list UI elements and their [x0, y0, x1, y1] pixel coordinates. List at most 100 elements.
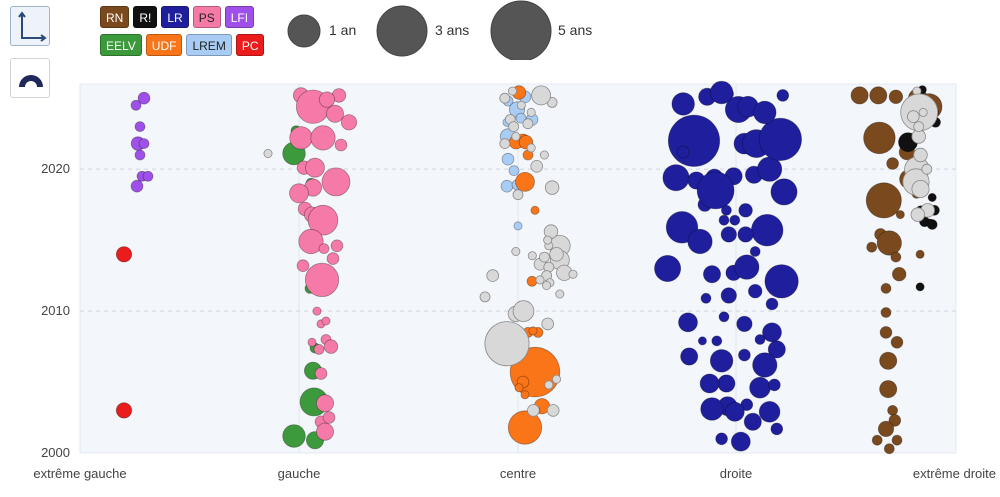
- bubble-lr[interactable]: [749, 376, 771, 399]
- bubble-rn[interactable]: [895, 210, 905, 220]
- bubble-rn[interactable]: [865, 182, 902, 219]
- bubble-ps[interactable]: [315, 422, 334, 441]
- bubble-lr[interactable]: [730, 431, 751, 452]
- bubble-lfi[interactable]: [137, 91, 151, 105]
- bubble-rn[interactable]: [890, 251, 902, 263]
- bubble-autre[interactable]: [910, 207, 926, 222]
- bubble-autre[interactable]: [527, 404, 540, 417]
- bubble-ps[interactable]: [305, 157, 325, 178]
- bubble-lfi[interactable]: [130, 179, 144, 193]
- bubble-autre[interactable]: [507, 86, 517, 96]
- bubble-ps[interactable]: [323, 339, 339, 354]
- bubble-lfi[interactable]: [142, 170, 154, 182]
- bubble-lr[interactable]: [715, 432, 728, 446]
- bubble-lr[interactable]: [678, 312, 698, 333]
- bubble-lr[interactable]: [736, 315, 753, 332]
- bubble-lr[interactable]: [667, 114, 721, 167]
- bubble-lr[interactable]: [748, 284, 763, 299]
- bubble-udf[interactable]: [528, 326, 538, 336]
- legend-party-rn[interactable]: RN: [100, 6, 130, 28]
- bubble-lr[interactable]: [703, 265, 722, 284]
- bubble-rn[interactable]: [876, 230, 902, 256]
- bubble-ps[interactable]: [310, 125, 336, 151]
- bubble-lr[interactable]: [662, 164, 690, 192]
- bubble-udf[interactable]: [526, 275, 538, 287]
- bubble-rn[interactable]: [869, 86, 888, 105]
- bubble-lr[interactable]: [758, 117, 803, 161]
- legend-party-lrem[interactable]: LREM: [186, 34, 232, 56]
- bubble-rn[interactable]: [879, 326, 893, 339]
- bubble-lr[interactable]: [729, 214, 741, 226]
- legend-party-eelv[interactable]: EELV: [100, 34, 142, 56]
- bubble-lrem[interactable]: [500, 179, 514, 193]
- bubble-lr[interactable]: [676, 145, 690, 159]
- bubble-lr[interactable]: [709, 80, 734, 105]
- bubble-rn[interactable]: [880, 307, 892, 318]
- bubble-rn[interactable]: [880, 282, 892, 294]
- bubble-lr[interactable]: [753, 100, 777, 125]
- legend-party-pc[interactable]: PC: [235, 34, 265, 56]
- bubble-lfi[interactable]: [138, 138, 150, 150]
- bubble-ps[interactable]: [322, 411, 336, 424]
- bubble-lr[interactable]: [749, 246, 761, 257]
- bubble-rx[interactable]: [925, 218, 935, 228]
- bubble-lr[interactable]: [762, 322, 782, 343]
- bubble-lr[interactable]: [720, 226, 737, 243]
- bubble-ps[interactable]: [314, 367, 328, 380]
- bubble-ps[interactable]: [318, 91, 336, 108]
- bubble-autre[interactable]: [526, 107, 536, 117]
- bubble-autre[interactable]: [539, 251, 550, 263]
- bubble-lr[interactable]: [718, 311, 730, 323]
- bubble-pc[interactable]: [115, 402, 133, 419]
- bubble-rx[interactable]: [927, 192, 937, 202]
- bubble-autre[interactable]: [918, 107, 928, 117]
- bubble-rn[interactable]: [887, 404, 898, 416]
- bubble-lr[interactable]: [767, 340, 786, 359]
- bubble-ps[interactable]: [313, 343, 325, 355]
- bubble-ps[interactable]: [325, 104, 344, 123]
- bubble-lr[interactable]: [718, 214, 730, 226]
- bubble-lr[interactable]: [758, 400, 781, 423]
- bubble-lr[interactable]: [720, 287, 737, 304]
- bubble-rn[interactable]: [915, 249, 925, 259]
- bubble-lr[interactable]: [754, 334, 766, 345]
- bubble-autre[interactable]: [539, 150, 549, 160]
- bubble-udf[interactable]: [514, 383, 524, 393]
- hemicycle-view-button[interactable]: [10, 58, 50, 98]
- bubble-lrem[interactable]: [508, 165, 520, 177]
- bubble-lr[interactable]: [734, 254, 760, 280]
- bubble-rn[interactable]: [863, 121, 896, 155]
- bubble-udf[interactable]: [520, 390, 530, 400]
- bubble-ps[interactable]: [296, 259, 310, 273]
- bubble-lr[interactable]: [699, 373, 720, 394]
- bubble-ps[interactable]: [289, 126, 313, 150]
- bubble-lr[interactable]: [768, 378, 781, 392]
- bubble-rn[interactable]: [888, 89, 904, 105]
- bubble-ps[interactable]: [326, 252, 340, 265]
- bubble-autre[interactable]: [544, 180, 560, 195]
- bubble-ps[interactable]: [315, 394, 334, 413]
- bubble-autre[interactable]: [530, 160, 543, 173]
- bubble-rn[interactable]: [886, 157, 899, 170]
- bubble-lr[interactable]: [697, 336, 707, 346]
- bubble-lr[interactable]: [671, 92, 695, 116]
- bubble-ps[interactable]: [340, 114, 358, 131]
- bubble-rn[interactable]: [888, 414, 902, 427]
- bubble-udf[interactable]: [507, 410, 543, 445]
- bubble-lr[interactable]: [721, 204, 732, 216]
- bubble-ps[interactable]: [321, 167, 351, 197]
- bubble-udf[interactable]: [530, 205, 540, 215]
- bubble-autre[interactable]: [544, 380, 554, 390]
- bubble-lfi[interactable]: [134, 121, 146, 132]
- bubble-ps[interactable]: [334, 138, 348, 152]
- bubble-autre[interactable]: [535, 275, 545, 285]
- bubble-lr[interactable]: [724, 401, 745, 422]
- legend-party-rx[interactable]: R!: [133, 6, 158, 28]
- bubble-lr[interactable]: [687, 228, 713, 255]
- bubble-ps[interactable]: [298, 228, 324, 255]
- bubble-ps[interactable]: [330, 239, 344, 253]
- bubble-rn[interactable]: [891, 434, 903, 446]
- bubble-lrem[interactable]: [501, 152, 515, 166]
- bubble-autre[interactable]: [541, 317, 554, 331]
- bubble-rn[interactable]: [879, 380, 898, 399]
